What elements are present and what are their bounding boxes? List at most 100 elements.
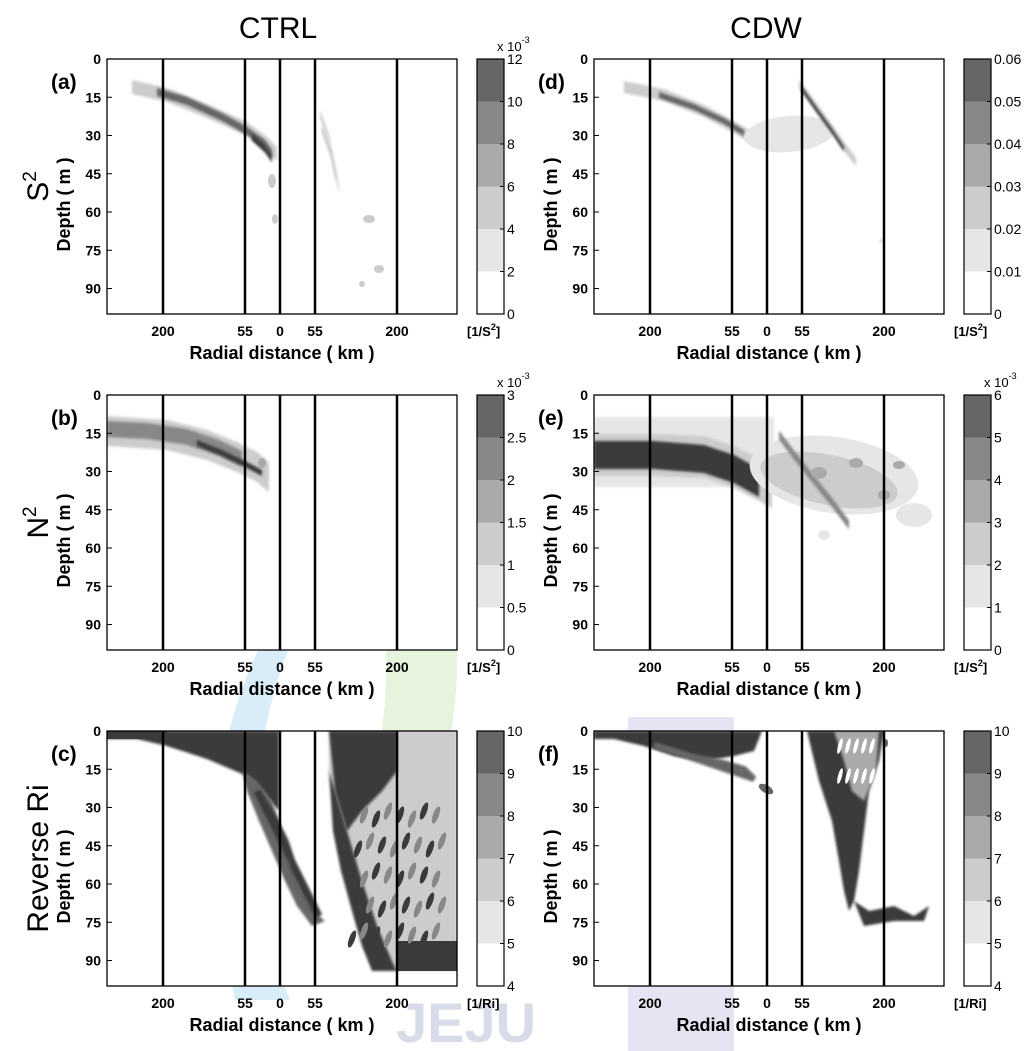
colorbar-segment <box>477 943 504 986</box>
colorbar: 4 5 6 7 8 9 10 [1/Ri] <box>954 723 1010 1011</box>
y-tick-label: 90 <box>85 617 101 633</box>
y-tick-label: 30 <box>85 800 101 816</box>
mixing-streak <box>383 866 393 884</box>
colorbar-segment <box>964 943 991 986</box>
x-tick-label: 200 <box>385 995 409 1011</box>
y-axis-label: Depth ( m ) <box>54 158 74 252</box>
mixing-streak <box>377 900 387 918</box>
colorbar-tick-label: 1.5 <box>507 515 527 531</box>
colorbar-tick-label: 12 <box>507 51 523 67</box>
colorbar-unit-superscript: 2 <box>491 658 496 668</box>
y-axis-label: Depth ( m ) <box>54 830 74 924</box>
row-label-superscript: 2 <box>20 506 41 517</box>
y-axis-label: Depth ( m ) <box>541 830 561 924</box>
y-tick-label: 90 <box>572 281 588 297</box>
y-tick-label: 90 <box>572 617 588 633</box>
colorbar-exponent-superscript: -3 <box>522 35 530 45</box>
mixing-streak <box>359 870 369 888</box>
y-tick-label: 15 <box>572 425 588 441</box>
y-tick-label: 45 <box>572 838 588 854</box>
colorbar-unit-superscript: 2 <box>978 322 983 332</box>
colorbar-exponent: x 10-3 <box>497 35 530 54</box>
mixing-streak <box>413 836 423 854</box>
y-tick-label: 0 <box>93 387 101 403</box>
x-tick-label: 200 <box>385 323 409 339</box>
mixing-streak <box>365 832 375 850</box>
y-tick-label: 0 <box>580 51 588 67</box>
colorbar-segment <box>964 773 991 816</box>
colorbar-tick-label: 0 <box>507 642 515 658</box>
colorbar-unit: [1/S2] <box>467 322 500 339</box>
plot-frame <box>106 394 458 651</box>
y-tick-label: 75 <box>85 578 101 594</box>
colorbar-tick-label: 10 <box>507 94 523 110</box>
colorbar-segment <box>964 271 991 314</box>
mixing-diagonal-band <box>653 742 757 782</box>
column-title-cdw: CDW <box>730 12 802 45</box>
colorbar: 0 0.01 0.02 0.03 0.04 0.05 0.06 [1/S2] <box>954 51 1021 339</box>
x-tick-label: 55 <box>724 659 740 675</box>
x-axis-label: Radial distance ( km ) <box>189 679 374 699</box>
colorbar-tick-label: 5 <box>507 936 515 952</box>
colorbar-tick-label: 7 <box>994 851 1002 867</box>
shear-patch <box>879 239 883 243</box>
plot-background <box>594 731 944 986</box>
colorbar-tick-label: 6 <box>507 893 515 909</box>
colorbar-tick-label: 10 <box>507 723 523 739</box>
row-label: Reverse Ri <box>22 784 55 932</box>
column-title-ctrl: CTRL <box>239 12 317 45</box>
y-tick-label: 60 <box>85 876 101 892</box>
mixing-diagonal-core <box>253 789 323 918</box>
colorbar-segment <box>477 522 504 565</box>
colorbar-tick-label: 5 <box>994 430 1002 446</box>
mixing-streak <box>431 870 441 888</box>
y-tick-label: 15 <box>85 761 101 777</box>
y-tick-label: 90 <box>85 281 101 297</box>
shear-patch <box>268 174 276 188</box>
colorbar: 0 1 2 3 4 5 6x 10-3 [1/S2] <box>954 371 1017 675</box>
colorbar-unit: [1/S2] <box>954 322 987 339</box>
mixing-streak <box>377 836 387 854</box>
colorbar-tick-label: 8 <box>994 808 1002 824</box>
y-tick-label: 0 <box>580 723 588 739</box>
x-tick-label: 200 <box>385 659 409 675</box>
mixing-streak <box>431 806 441 824</box>
x-tick-label: 200 <box>872 323 896 339</box>
mixing-streak <box>347 930 357 948</box>
colorbar-segment <box>477 607 504 650</box>
x-tick-label: 0 <box>276 323 284 339</box>
x-tick-label: 55 <box>237 659 253 675</box>
x-tick-label: 55 <box>794 323 810 339</box>
plot-area: 0 15 30 45 60 75 90 200 55 0 55 200 Radial distance … <box>538 51 945 363</box>
y-tick-label: 60 <box>572 540 588 556</box>
colorbar: 0 2 4 6 8 10 12x 10-3 [1/S2] <box>467 35 530 339</box>
stratified-patch <box>893 461 905 469</box>
y-tick-label: 90 <box>85 953 101 969</box>
panel-letter: (d) <box>538 71 565 94</box>
colorbar-unit: [1/Ri] <box>467 996 500 1011</box>
y-tick-label: 30 <box>572 128 588 144</box>
y-axis-label: Depth ( m ) <box>541 494 561 588</box>
colorbar-segment <box>477 186 504 229</box>
x-tick-label: 55 <box>794 995 810 1011</box>
plot-frame <box>593 58 945 315</box>
panel-letter: (b) <box>51 407 78 430</box>
colorbar-tick-label: 0 <box>994 306 1002 322</box>
mixing-streak <box>413 900 423 918</box>
colorbar-segment <box>477 858 504 901</box>
colorbar-tick-label: 10 <box>994 723 1010 739</box>
x-tick-label: 200 <box>638 659 662 675</box>
colorbar-unit: [1/S2] <box>467 658 500 675</box>
x-tick-label: 200 <box>872 995 896 1011</box>
mixing-streak <box>869 738 875 754</box>
mixing-streak <box>845 738 851 754</box>
shear-patch <box>374 265 384 273</box>
panel-letter: (e) <box>538 407 564 430</box>
shear-patch <box>363 215 375 223</box>
x-tick-label: 0 <box>276 995 284 1011</box>
x-tick-label: 200 <box>638 995 662 1011</box>
colorbar-exponent-superscript: -3 <box>522 371 530 381</box>
colorbar-tick-label: 8 <box>507 808 515 824</box>
